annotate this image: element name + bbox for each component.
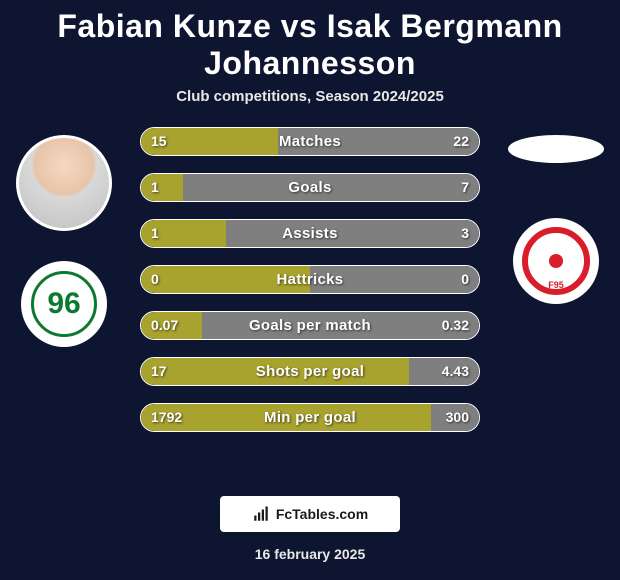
stat-value-left: 15 [151,128,167,155]
right-club-logo: F95 [513,218,599,304]
stat-value-left: 0.07 [151,312,178,339]
stat-label: Hattricks [141,266,479,293]
stat-row: Goals1 7 [140,173,480,202]
stat-label: Matches [141,128,479,155]
stat-value-left: 1792 [151,404,182,431]
left-player-column: 96 [0,127,120,347]
stat-label: Shots per goal [141,358,479,385]
stat-value-right: 4.43 [442,358,469,385]
stat-value-right: 0 [461,266,469,293]
stat-value-right: 7 [461,174,469,201]
page-title: Fabian Kunze vs Isak Bergmann Johannesso… [0,0,620,88]
stat-value-right: 3 [461,220,469,247]
stat-row: Assists1 3 [140,219,480,248]
left-club-logo: 96 [21,261,107,347]
stat-value-left: 1 [151,220,159,247]
stat-value-right: 22 [453,128,469,155]
brand-text: FcTables.com [276,506,368,522]
stat-value-left: 0 [151,266,159,293]
chart-icon [252,505,270,523]
stat-value-left: 1 [151,174,159,201]
right-club-short: F95 [548,280,564,290]
stat-value-right: 0.32 [442,312,469,339]
stat-label: Goals per match [141,312,479,339]
comparison-arena: 96 F95 Matches1522Goals17Assists13Hattri… [0,127,620,477]
subtitle: Club competitions, Season 2024/2025 [0,88,620,105]
stat-row: Hattricks0 0 [140,265,480,294]
stat-row: Matches15 22 [140,127,480,156]
stat-row: Shots per goal17 4.43 [140,357,480,386]
footer-date: 16 february 2025 [0,546,620,562]
stat-label: Assists [141,220,479,247]
stat-row: Goals per match0.07 0.32 [140,311,480,340]
stat-row: Min per goal1792 300 [140,403,480,432]
stat-value-left: 17 [151,358,167,385]
right-player-avatar [508,135,604,163]
stat-value-right: 300 [446,404,469,431]
stat-label: Goals [141,174,479,201]
right-player-column: F95 [500,127,620,304]
brand-badge: FcTables.com [220,496,400,532]
stat-label: Min per goal [141,404,479,431]
left-player-avatar [16,135,112,231]
stat-bars: Matches1522Goals17Assists13Hattricks00Go… [140,127,480,432]
